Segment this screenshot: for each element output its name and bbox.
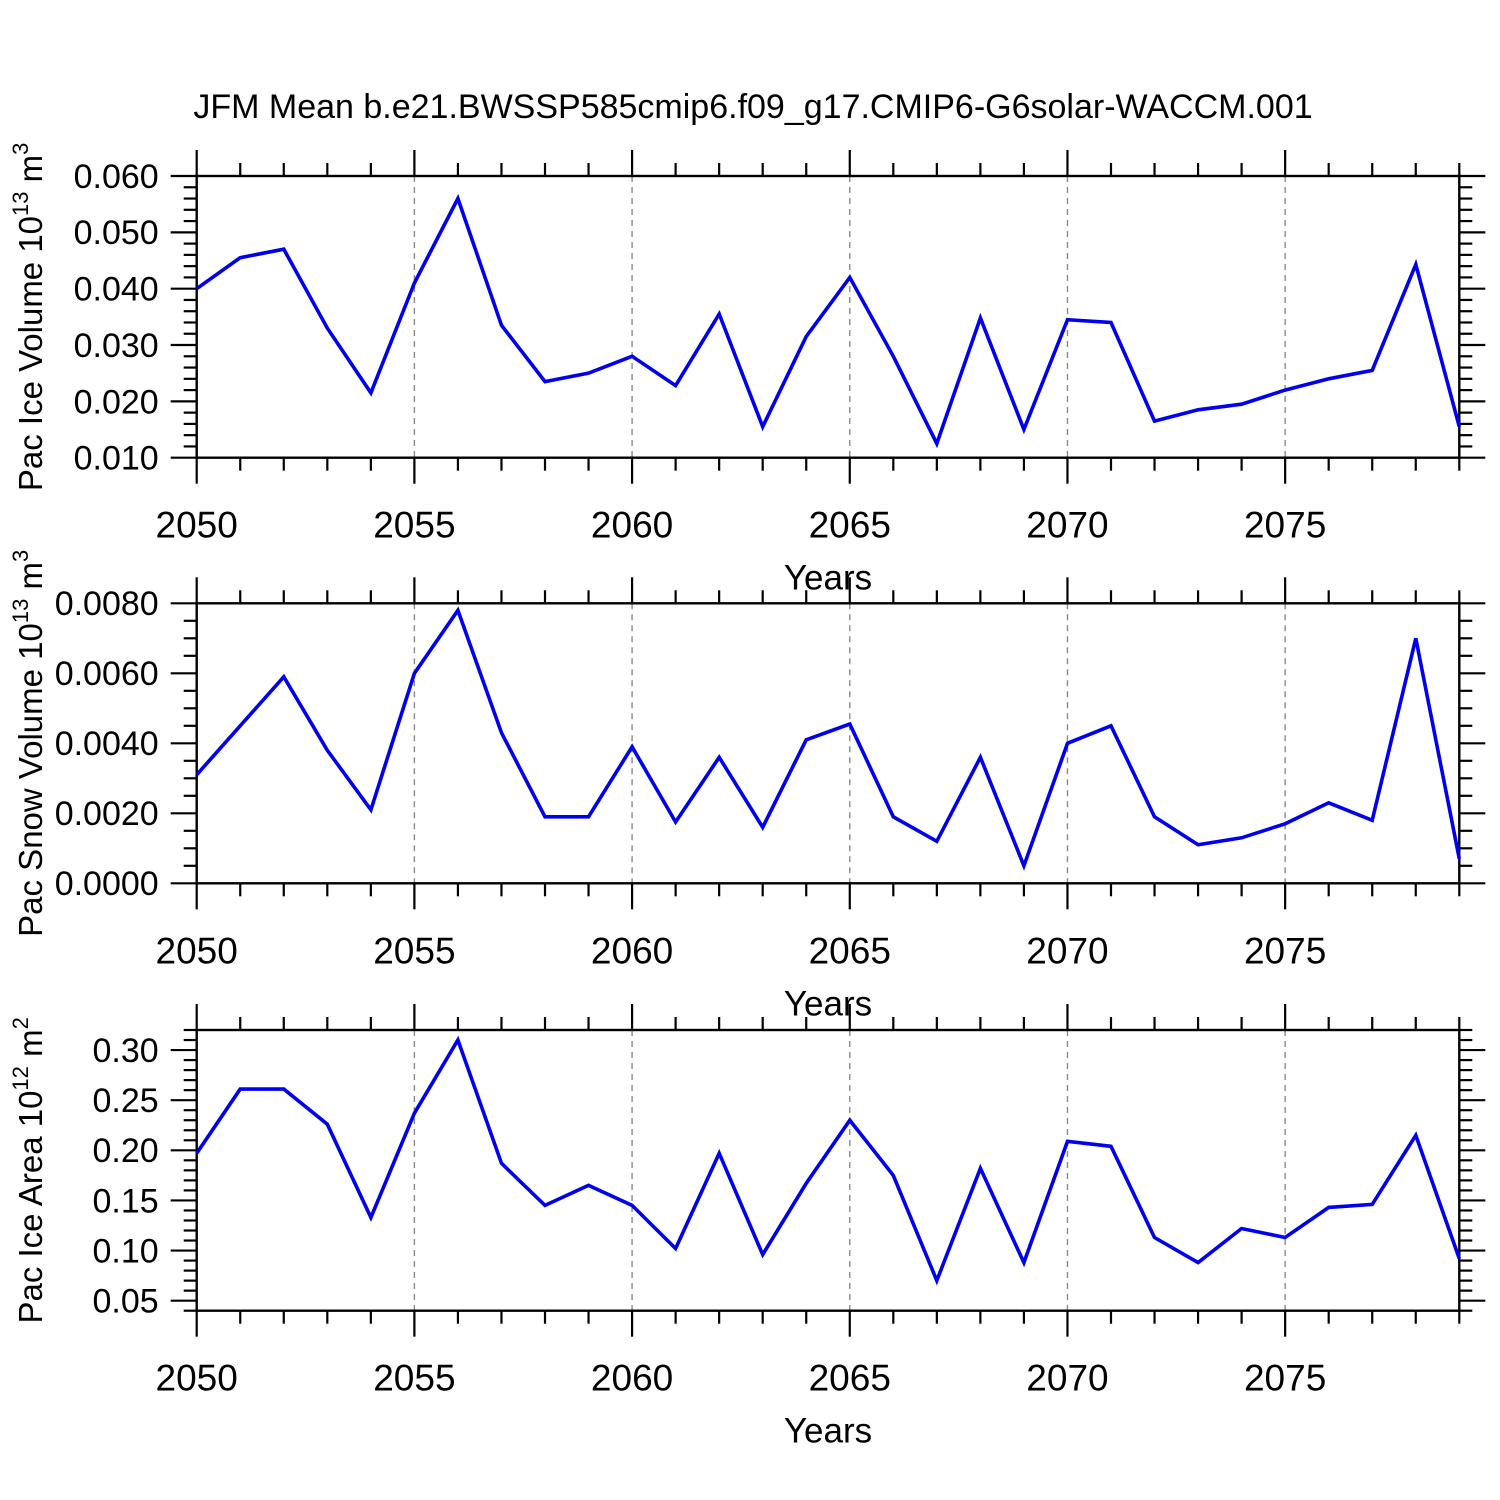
- plot-frame: [195, 174, 1461, 459]
- y-tick-label: 0.030: [74, 327, 159, 365]
- x-tick-label: 2065: [809, 930, 891, 971]
- x-tick-label: 2055: [373, 505, 455, 546]
- x-axis-title: Years: [784, 559, 872, 598]
- x-tick-label: 2050: [156, 930, 238, 971]
- y-tick-label: 0.0080: [55, 585, 159, 623]
- y-tick-label: 0.0040: [55, 725, 159, 763]
- y-tick-label: 0.10: [93, 1232, 159, 1270]
- figure-title: JFM Mean b.e21.BWSSP585cmip6.f09_g17.CMI…: [193, 88, 1312, 126]
- data-line: [195, 606, 1462, 871]
- x-tick-label: 2070: [1026, 505, 1108, 546]
- x-tick-label: 2060: [591, 930, 673, 971]
- x-tick-label: 2070: [1026, 930, 1108, 971]
- y-tick-label: 0.15: [93, 1182, 159, 1220]
- y-tick-label: 0.0000: [55, 865, 159, 903]
- x-tick-label: 2075: [1244, 930, 1326, 971]
- y-tick-label: 0.050: [74, 214, 159, 252]
- plot-frame: [195, 1028, 1461, 1312]
- panels-group: 0.060 0.050 0.040 0.030 0.020 0.010 2050 2055 20…: [8, 143, 1486, 1451]
- y-axis-title: Pac Ice Area 1012 m2: [8, 1017, 49, 1323]
- panel-snow-volume: 0.0080 0.0060 0.0040 0.0020 0.0000 2050 2055 20…: [8, 550, 1486, 1023]
- panel-ice-volume: 0.060 0.050 0.040 0.030 0.020 0.010 2050 2055 20…: [8, 143, 1486, 598]
- x-tick-label: 2075: [1244, 505, 1326, 546]
- x-tick-label: 2055: [373, 930, 455, 971]
- data-line: [195, 193, 1462, 449]
- y-tick-label: 0.25: [93, 1082, 159, 1120]
- y-tick-label: 0.0060: [55, 655, 159, 693]
- x-tick-label: 2060: [591, 505, 673, 546]
- x-tick-label: 2065: [809, 505, 891, 546]
- y-tick-label: 0.060: [74, 158, 159, 196]
- y-tick-label: 0.020: [74, 383, 159, 421]
- data-line: [195, 1035, 1461, 1286]
- y-tick-label: 0.20: [93, 1132, 159, 1170]
- y-axis-title: Pac Snow Volume 1013 m3: [8, 550, 49, 937]
- x-tick-label: 2070: [1026, 1358, 1108, 1399]
- x-tick-label: 2075: [1244, 1358, 1326, 1399]
- y-tick-label: 0.010: [74, 440, 159, 478]
- y-tick-label: 0.0020: [55, 795, 159, 833]
- x-tick-label: 2050: [156, 1358, 238, 1399]
- panel-ice-area: 0.30 0.25 0.20 0.15 0.10 0.05 2050 2055 2060 2065…: [8, 1004, 1486, 1451]
- x-tick-label: 2050: [156, 505, 238, 546]
- x-tick-label: 2055: [373, 1358, 455, 1399]
- y-tick-label: 0.040: [74, 271, 159, 309]
- y-tick-label: 0.30: [93, 1032, 159, 1070]
- y-tick-label: 0.05: [93, 1283, 159, 1321]
- x-tick-label: 2065: [809, 1358, 891, 1399]
- y-axis-title: Pac Ice Volume 1013 m3: [8, 143, 49, 492]
- plot-frame: [195, 602, 1461, 885]
- x-axis-title: Years: [784, 984, 872, 1023]
- x-tick-label: 2060: [591, 1358, 673, 1399]
- x-axis-title: Years: [784, 1412, 872, 1451]
